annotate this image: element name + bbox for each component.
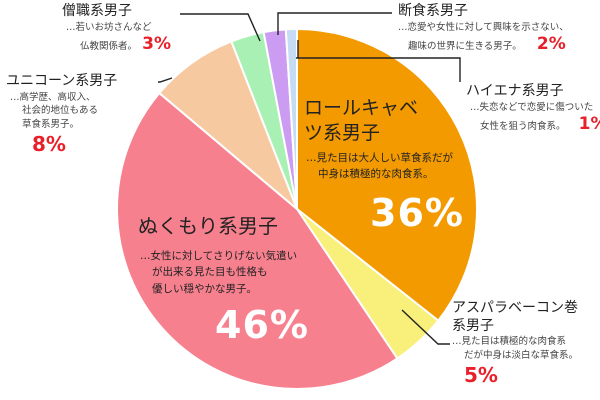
- desc-line: だが中身は淡白な草食系。: [464, 349, 579, 361]
- leader-line-sooshoku: [180, 13, 261, 42]
- label-nukumori-name: ぬくもり系男子: [138, 214, 278, 238]
- label-danjiki: 断食系男子 …恋愛や女性に対して興味を示さない、 趣味の世界に生きる男子。 2%: [398, 3, 569, 56]
- pie-slice-nukumori: [116, 91, 399, 390]
- slice-name-sooshoku: 僧職系男子: [62, 3, 132, 19]
- leader-lines: [158, 12, 461, 345]
- desc-line: …失恋などで恋愛に傷ついた: [470, 101, 594, 113]
- label-roll-cabbage-name: ロールキャベツ系男子: [304, 96, 434, 145]
- desc-line: 女性を狙う肉食系。: [480, 121, 566, 133]
- desc-line: 仏教関係者。: [80, 41, 138, 53]
- pie-slice-unicorn: [157, 40, 298, 210]
- slice-name-roll-cabbage: ロールキャベツ系男子: [304, 97, 419, 144]
- desc-row: 女性を狙う肉食系。 1%: [466, 114, 600, 135]
- slice-name-hyena: ハイエナ系男子: [466, 83, 564, 99]
- pct-nukumori: 46%: [215, 303, 309, 347]
- pct-asupara: 5%: [464, 362, 498, 387]
- pie-slices: [116, 27, 479, 390]
- label-sooshoku: 僧職系男子 …若いお坊さんなど 仏教関係者。 3%: [62, 3, 171, 56]
- label-asupara: アスパラベーコン巻 系男子 …見た目は積極的な肉食系 だが中身は淡白な草食系。 …: [452, 300, 578, 388]
- pct-unicorn: 8%: [32, 131, 66, 156]
- desc-line: が出来る見た目も性格も: [152, 266, 268, 279]
- desc-line: 中身は積極的な肉食系。: [318, 168, 434, 181]
- slice-name-asupara-line1: アスパラベーコン巻: [452, 300, 578, 316]
- pie-slice-hyena: [284, 27, 298, 210]
- desc-line: …見た目は大人しい草食系だが: [306, 152, 453, 164]
- desc-line: …見た目は積極的な肉食系: [452, 336, 567, 347]
- leader-line-danjiki: [277, 12, 392, 35]
- pie-slice-roll-cabbage: [296, 27, 479, 323]
- slice-name-unicorn: ユニコーン系男子: [6, 73, 118, 89]
- label-nukumori-desc: …女性に対してさりげない気遣い が出来る見た目も性格も 優しい穏やかな男子。: [140, 248, 297, 297]
- desc-line: …女性に対してさりげない気遣い: [140, 250, 298, 262]
- pct-sooshoku: 3%: [142, 34, 171, 55]
- desc-line: 趣味の世界に生きる男子。: [408, 41, 522, 53]
- pct-hyena: 1%: [578, 114, 600, 135]
- desc-line: 草食系男子。: [22, 119, 80, 131]
- desc-row: 仏教関係者。 3%: [62, 34, 171, 55]
- leader-line-hyena: [296, 57, 461, 82]
- leader-line-unicorn: [158, 77, 173, 83]
- desc-line: …若いお坊さんなど: [66, 21, 152, 33]
- label-hyena: ハイエナ系男子 …失恋などで恋愛に傷ついた 女性を狙う肉食系。 1%: [466, 83, 600, 136]
- pct-danjiki: 2%: [536, 34, 566, 55]
- desc-line: …恋愛や女性に対して興味を示さない、: [398, 21, 569, 33]
- desc-row: 趣味の世界に生きる男子。 2%: [398, 34, 569, 55]
- desc-line: 社会的地位もある: [22, 105, 99, 117]
- leader-line-asupara: [401, 309, 450, 345]
- desc-line: …高学歴、高収入、: [10, 91, 96, 103]
- label-unicorn: ユニコーン系男子 …高学歴、高収入、 社会的地位もある 草食系男子。 8%: [6, 73, 117, 157]
- slice-name-asupara-line2: 系男子: [452, 317, 494, 334]
- label-roll-cabbage-desc: …見た目は大人しい草食系だが 中身は積極的な肉食系。: [306, 150, 453, 183]
- desc-line: 優しい穏やかな男子。: [152, 282, 257, 295]
- pct-roll-cabbage: 36%: [370, 191, 464, 235]
- slice-name-danjiki: 断食系男子: [398, 3, 468, 19]
